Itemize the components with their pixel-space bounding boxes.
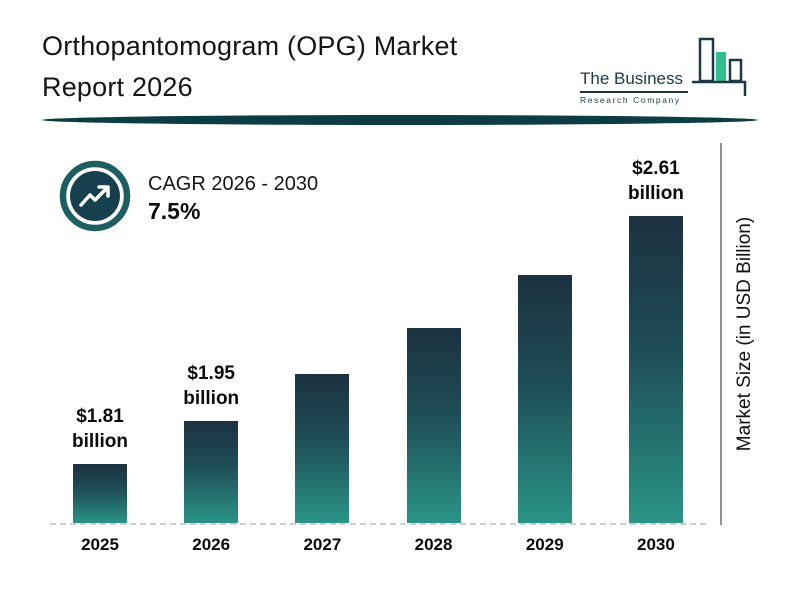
bar-value-label: $1.95 billion: [183, 362, 240, 410]
logo-subname: Research Company: [580, 95, 681, 105]
x-axis-label: 2028: [414, 535, 453, 554]
company-logo: The Business Research Company: [580, 36, 754, 105]
y-axis-title: Market Size (in USD Billion): [734, 216, 755, 452]
bar-column: $2.61 billion: [608, 156, 704, 523]
cagr-label: CAGR 2026 - 2030: [148, 172, 319, 195]
y-axis-line: [720, 143, 722, 525]
x-axis-label: 2029: [525, 535, 564, 554]
plot: CAGR 2026 - 2030 7.5% $1.81 billion $1.95 b…: [50, 143, 706, 555]
cagr-value: 7.5%: [148, 197, 201, 224]
header: Orthopantomogram (OPG) Market Report 202…: [0, 0, 800, 107]
x-axis-label: 2026: [192, 535, 231, 554]
bar-column: [274, 374, 370, 523]
bar: [406, 328, 461, 523]
logo-rule: [580, 91, 688, 93]
bar: [517, 275, 572, 523]
x-axis: 2025 2026 2027 2028 2029 2030: [50, 525, 706, 555]
bar: [73, 464, 127, 523]
logo-text: The Business Research Company: [580, 69, 688, 105]
trending-up-icon: [58, 159, 132, 238]
bar: [628, 216, 683, 523]
chart-area: CAGR 2026 - 2030 7.5% $1.81 billion $1.95 b…: [0, 133, 800, 555]
bar-column: [497, 275, 593, 523]
logo-name: The Business: [580, 69, 683, 88]
title-line-2: Report 2026: [42, 71, 193, 102]
bar-column: $1.95 billion: [163, 361, 259, 523]
bar-value-label: $2.61 billion: [627, 157, 684, 205]
x-axis-label: 2027: [303, 535, 342, 554]
bar: [184, 421, 239, 523]
title-line-1: Orthopantomogram (OPG) Market: [42, 31, 458, 61]
bars-row: $1.81 billion $1.95 billion $2.61 billion: [50, 143, 706, 525]
cagr-text: CAGR 2026 - 2030 7.5%: [148, 173, 318, 225]
x-axis-label: 2030: [637, 535, 675, 554]
bar: [295, 374, 350, 523]
header-divider: [0, 107, 800, 131]
page-title: Orthopantomogram (OPG) Market Report 202…: [42, 26, 457, 107]
x-axis-label: 2025: [81, 535, 119, 554]
bar-column: [386, 328, 482, 523]
bar-column: $1.81 billion: [52, 404, 148, 523]
cagr-badge: CAGR 2026 - 2030 7.5%: [58, 159, 318, 238]
bar-value-label: $1.81 billion: [72, 405, 128, 453]
bar-chart-logo-icon: [692, 36, 754, 105]
y-axis-side: Market Size (in USD Billion): [706, 143, 792, 555]
